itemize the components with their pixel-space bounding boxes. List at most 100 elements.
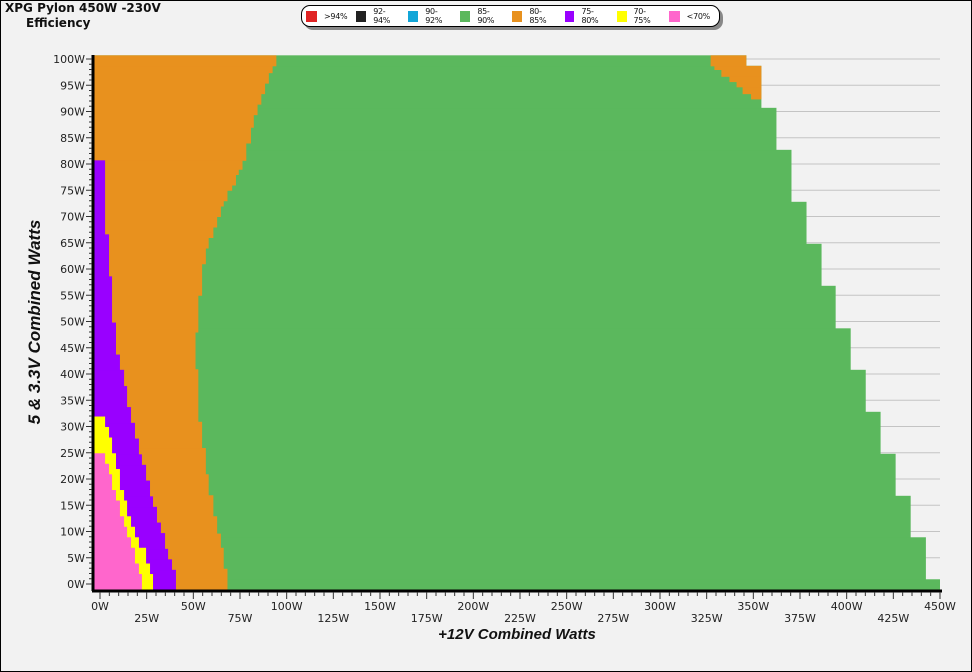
heatmap-cell bbox=[94, 104, 258, 116]
heatmap-cell bbox=[94, 463, 110, 475]
y-tick-label: 70W bbox=[60, 211, 85, 224]
heatmap-cell bbox=[94, 169, 239, 175]
heatmap-cell bbox=[94, 237, 209, 249]
y-axis-title: 5 & 3.3V Combined Watts bbox=[25, 220, 44, 425]
heatmap-cell bbox=[94, 516, 125, 528]
y-tick-label: 20W bbox=[60, 473, 85, 486]
legend-item: >94% bbox=[306, 10, 348, 22]
legend-swatch bbox=[564, 10, 575, 22]
heatmap-cell bbox=[94, 437, 113, 454]
heatmap-cell bbox=[94, 537, 132, 549]
legend-swatch bbox=[668, 10, 680, 22]
heatmap-cell bbox=[710, 55, 747, 67]
y-tick-label: 100W bbox=[53, 53, 85, 66]
x-tick-label: 0W bbox=[91, 600, 109, 613]
heatmap-cell bbox=[94, 453, 106, 465]
heatmap-cell bbox=[94, 427, 110, 439]
y-tick-label: 25W bbox=[60, 447, 85, 460]
heatmap-cell bbox=[94, 190, 228, 202]
heatmap-cell bbox=[94, 579, 940, 591]
x-tick-label: 175W bbox=[411, 612, 443, 625]
x-tick-label: 450W bbox=[924, 600, 956, 613]
heatmap-cell bbox=[94, 206, 221, 217]
legend-item: <70% bbox=[668, 10, 710, 22]
heatmap-cell bbox=[94, 55, 747, 67]
heatmap-cell bbox=[94, 411, 881, 455]
heatmap-cell bbox=[94, 55, 277, 67]
x-tick-label: 400W bbox=[831, 600, 863, 613]
heatmap-cell bbox=[94, 72, 269, 84]
y-tick-label: 55W bbox=[60, 289, 85, 302]
heatmap-cell bbox=[751, 93, 762, 100]
heatmap-cell bbox=[94, 453, 896, 497]
chart-title: XPG Pylon 450W -230V bbox=[5, 1, 161, 15]
heatmap-cell bbox=[94, 416, 106, 428]
y-tick-label: 10W bbox=[60, 526, 85, 539]
legend-swatch bbox=[408, 10, 419, 22]
legend-label: 85-90% bbox=[477, 7, 495, 25]
heatmap-cell bbox=[94, 143, 247, 161]
heatmap-cell bbox=[94, 83, 266, 95]
x-tick-label: 25W bbox=[134, 612, 159, 625]
heatmap-cell bbox=[729, 76, 762, 83]
x-tick-label: 75W bbox=[228, 612, 253, 625]
heatmap-cell bbox=[94, 500, 120, 517]
heatmap-cell bbox=[94, 160, 243, 170]
heatmap-cell bbox=[94, 93, 262, 105]
heatmap-cell bbox=[94, 160, 106, 235]
x-tick-label: 350W bbox=[737, 600, 769, 613]
y-tick-label: 35W bbox=[60, 394, 85, 407]
y-tick-label: 60W bbox=[60, 263, 85, 276]
heatmap-cell bbox=[94, 537, 926, 580]
heatmap-cell bbox=[94, 127, 251, 144]
heatmap-cell bbox=[94, 386, 128, 408]
legend-label: >94% bbox=[324, 11, 348, 21]
heatmap-cell bbox=[94, 574, 142, 591]
legend-label: 80-85% bbox=[529, 7, 547, 25]
x-tick-label: 150W bbox=[364, 600, 396, 613]
legend-item: 85-90% bbox=[460, 7, 503, 25]
y-tick-label: 50W bbox=[60, 316, 85, 329]
heatmap-cell bbox=[94, 526, 128, 538]
heatmap-cell bbox=[94, 547, 135, 565]
heatmap-cell bbox=[94, 248, 206, 265]
heatmap-cell bbox=[94, 354, 120, 371]
legend-swatch bbox=[460, 10, 471, 22]
x-tick-label: 375W bbox=[784, 612, 816, 625]
heatmap-cell bbox=[94, 234, 110, 277]
y-tick-label: 40W bbox=[60, 368, 85, 381]
legend-swatch bbox=[306, 10, 317, 22]
heatmap-cell bbox=[94, 474, 113, 491]
heatmap-cell bbox=[94, 65, 273, 74]
y-tick-label: 0W bbox=[67, 578, 85, 591]
legend-item: 75-80% bbox=[564, 7, 608, 25]
heatmap-cell bbox=[94, 454, 142, 466]
y-tick-label: 5W bbox=[67, 552, 85, 565]
heatmap-cell bbox=[94, 563, 139, 575]
legend-swatch bbox=[356, 10, 367, 22]
heatmap-cell bbox=[736, 81, 762, 88]
legend-label: 75-80% bbox=[581, 7, 599, 25]
y-tick-label: 75W bbox=[60, 184, 85, 197]
heatmap-cell bbox=[94, 276, 113, 324]
y-tick-label: 90W bbox=[60, 106, 85, 119]
legend-swatch bbox=[616, 10, 627, 22]
heatmap-cell bbox=[721, 69, 762, 77]
y-tick-label: 95W bbox=[60, 79, 85, 92]
heatmap-cell bbox=[94, 369, 866, 413]
x-tick-label: 325W bbox=[691, 612, 723, 625]
heatmap-cell bbox=[94, 174, 236, 186]
heatmap-cell bbox=[94, 185, 233, 191]
x-tick-label: 300W bbox=[644, 600, 676, 613]
heatmap-cell bbox=[742, 86, 762, 95]
heatmap-cell bbox=[94, 243, 822, 287]
legend-swatch bbox=[512, 10, 523, 22]
x-tick-label: 225W bbox=[504, 612, 536, 625]
heatmap-cell bbox=[94, 216, 218, 228]
y-tick-label: 30W bbox=[60, 421, 85, 434]
y-tick-label: 45W bbox=[60, 342, 85, 355]
x-tick-label: 425W bbox=[877, 612, 909, 625]
x-tick-label: 100W bbox=[271, 600, 303, 613]
heatmap-cell bbox=[94, 490, 116, 502]
